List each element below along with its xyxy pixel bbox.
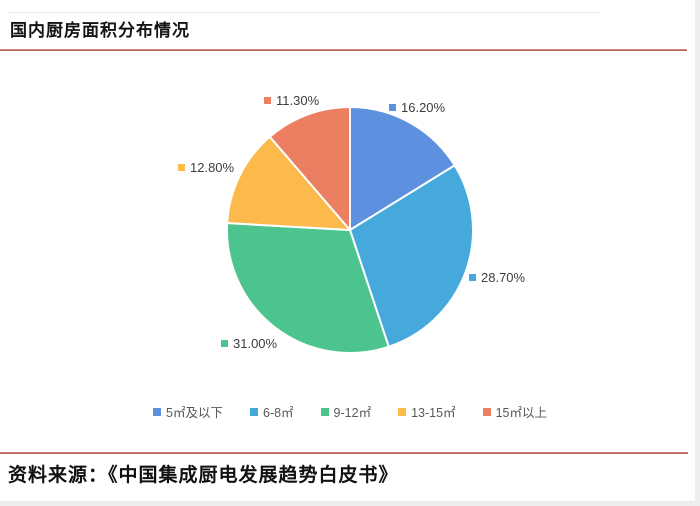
pie-svg bbox=[226, 106, 474, 354]
pie-label-13-15sqm: 12.80% bbox=[178, 160, 234, 175]
pie-label-value: 31.00% bbox=[233, 336, 278, 351]
legend-label: 15㎡以上 bbox=[495, 406, 547, 420]
yellow-square-legend-icon bbox=[398, 407, 407, 416]
green-square-marker-icon bbox=[221, 340, 228, 347]
lightblue-square-marker-icon bbox=[469, 274, 476, 281]
blue-square-marker-icon bbox=[389, 104, 396, 111]
pie-label-5sqm: 16.20% bbox=[389, 100, 445, 115]
pie-label-6-8sqm: 28.70% bbox=[469, 270, 525, 285]
legend-item-13-15sqm: 13-15㎡ bbox=[398, 402, 456, 421]
pie-label-9-12sqm: 31.00% bbox=[221, 336, 277, 351]
legend-item-9-12sqm: 9-12㎡ bbox=[320, 402, 372, 421]
legend: 5㎡及以下 6-8㎡ 9-12㎡ 13-15㎡ 15㎡以上 bbox=[0, 402, 700, 421]
source-text: 资料来源：《中国集成厨电发展趋势白皮书》 bbox=[8, 465, 399, 486]
green-square-legend-icon bbox=[320, 407, 329, 416]
pie-slice-6-8㎡ bbox=[349, 164, 474, 348]
legend-label: 9-12㎡ bbox=[333, 406, 372, 420]
red-square-marker-icon bbox=[264, 97, 271, 104]
yellow-square-marker-icon bbox=[178, 164, 185, 171]
pie-slice-15㎡以上 bbox=[268, 106, 351, 231]
blue-square-legend-icon bbox=[153, 407, 162, 416]
legend-label: 13-15㎡ bbox=[411, 406, 456, 420]
pie-slice-13-15㎡ bbox=[226, 135, 351, 231]
pie-slice-5㎡及以下 bbox=[349, 106, 456, 231]
lightblue-square-legend-icon bbox=[249, 407, 258, 416]
top-divider bbox=[8, 12, 600, 13]
legend-item-6-8sqm: 6-8㎡ bbox=[249, 402, 294, 421]
legend-item-15sqm-plus: 15㎡以上 bbox=[482, 402, 547, 421]
title-underline bbox=[0, 49, 687, 51]
pie-slice-9-12㎡ bbox=[226, 222, 390, 354]
pie-label-value: 11.30% bbox=[276, 93, 320, 108]
red-square-legend-icon bbox=[482, 407, 491, 416]
source-divider bbox=[0, 452, 688, 454]
page-edge-bottom bbox=[0, 501, 700, 506]
pie-label-value: 16.20% bbox=[401, 100, 446, 115]
legend-item-5sqm: 5㎡及以下 bbox=[153, 402, 223, 421]
pie-label-value: 12.80% bbox=[190, 160, 235, 175]
pie-label-15sqm-plus: 11.30% bbox=[264, 93, 319, 108]
pie-chart bbox=[220, 100, 480, 360]
chart-title: 国内厨房面积分布情况 bbox=[10, 21, 190, 40]
legend-label: 5㎡及以下 bbox=[166, 406, 223, 420]
legend-label: 6-8㎡ bbox=[262, 406, 294, 420]
page-edge-right bbox=[695, 0, 700, 506]
pie-label-value: 28.70% bbox=[481, 270, 526, 285]
